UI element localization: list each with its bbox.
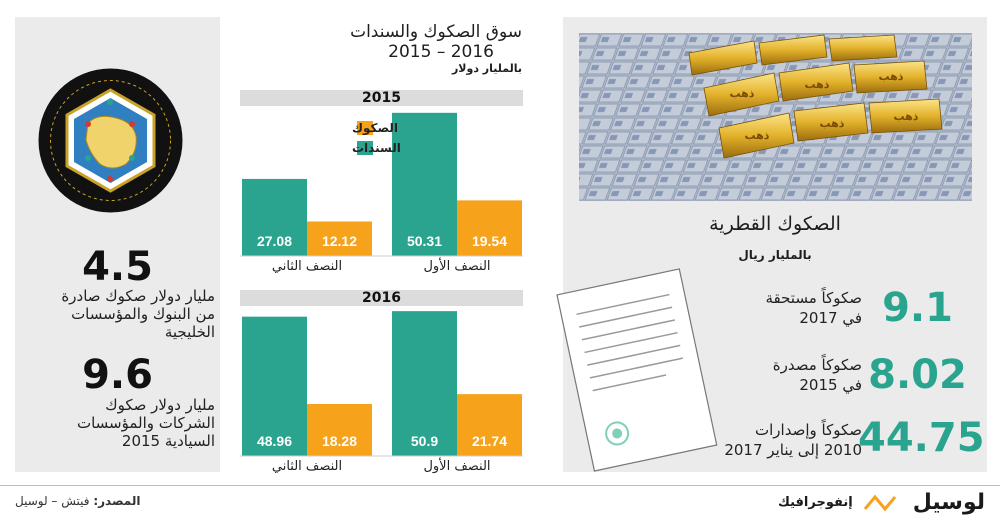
qatar-stat1-label1: صكوكاً مستحقة bbox=[765, 289, 862, 307]
data-label-bonds: 48.96 bbox=[257, 433, 292, 449]
gold-bars-photo: ذهب ذهب ذهب ذهب ذهب ذهب bbox=[579, 33, 972, 201]
brand-logo: لوسيل bbox=[912, 490, 985, 515]
bar-sukuk bbox=[457, 200, 522, 256]
year-label-2015: 2015 bbox=[240, 90, 523, 106]
gold-bar-label: ذهب bbox=[730, 87, 755, 100]
bar-sukuk bbox=[307, 221, 372, 256]
data-label-sukuk: 21.74 bbox=[472, 433, 507, 449]
data-label-bonds: 50.9 bbox=[411, 433, 438, 449]
data-label-sukuk: 18.28 bbox=[322, 433, 357, 449]
qatar-sukuk-title: الصكوك القطرية bbox=[709, 213, 841, 235]
document-icon bbox=[556, 268, 718, 472]
bar-bonds bbox=[242, 178, 307, 256]
brand-chevron-icon bbox=[863, 494, 896, 511]
data-label-sukuk: 19.54 bbox=[472, 233, 507, 249]
chart-title: سوق الصكوك والسندات 2016 – 2015 bbox=[240, 22, 522, 62]
source-text: فيتش – لوسيل bbox=[15, 494, 94, 508]
brand: لوسيل إنفوجرافيك bbox=[778, 490, 985, 515]
qatar-stat3-label2: 2010 إلى يناير 2017 bbox=[724, 441, 862, 459]
qatar-stat3-value: 44.75 bbox=[858, 415, 985, 461]
qatar-stat1-label2: في 2017 bbox=[799, 309, 862, 327]
footer-divider bbox=[0, 485, 1000, 486]
bar-sukuk bbox=[307, 403, 372, 456]
legend-label: الصكوك bbox=[352, 121, 398, 136]
data-label-bonds: 50.31 bbox=[407, 233, 442, 249]
gold-bar-label: ذهب bbox=[805, 78, 830, 91]
gold-bar-label: ذهب bbox=[820, 117, 845, 130]
stat2-desc-line1: مليار دولار صكوك bbox=[105, 396, 215, 414]
stat1-desc-line2: من البنوك والمؤسسات bbox=[71, 305, 215, 323]
qatar-stat3-label1: صكوكاً وإصدارات bbox=[755, 421, 862, 439]
qatar-stat2-value: 8.02 bbox=[868, 352, 967, 398]
bar-bonds bbox=[392, 112, 457, 256]
source-note: المصدر: فيتش – لوسيل bbox=[15, 494, 140, 508]
legend-swatch bbox=[357, 141, 373, 155]
gold-bar-label: ذهب bbox=[879, 70, 904, 83]
bar-bonds bbox=[242, 316, 307, 456]
bar-sukuk bbox=[457, 394, 522, 456]
category-label: النصف الثاني bbox=[272, 459, 342, 474]
data-label-sukuk: 12.12 bbox=[322, 233, 357, 249]
chart-title-line2: 2016 – 2015 bbox=[388, 42, 494, 62]
gold-bar-label: ذهب bbox=[894, 110, 919, 123]
source-label: المصدر: bbox=[93, 494, 141, 508]
gold-bar-label: ذهب bbox=[745, 129, 770, 142]
stat2-desc-line2: الشركات والمؤسسات bbox=[76, 414, 215, 432]
stat1-desc-line1: مليار دولار صكوك صادرة bbox=[61, 287, 215, 305]
year-label-2016: 2016 bbox=[240, 290, 523, 306]
qatar-stat2-label2: في 2015 bbox=[799, 376, 862, 394]
category-label: النصف الثاني bbox=[272, 259, 342, 274]
chart-unit: بالمليار دولار bbox=[451, 62, 522, 75]
qatar-stat2-label1: صكوكاً مصدرة bbox=[772, 356, 862, 374]
stat1-value: 4.5 bbox=[82, 244, 153, 290]
legend-label: السندات bbox=[352, 141, 401, 155]
bar-bonds bbox=[392, 311, 457, 456]
data-label-bonds: 27.08 bbox=[257, 233, 292, 249]
stat2-value: 9.6 bbox=[82, 352, 153, 398]
legend-swatch bbox=[357, 121, 373, 135]
stat1-desc-line3: الخليجية bbox=[164, 323, 215, 341]
category-label: النصف الأول bbox=[423, 257, 490, 274]
gcc-emblem-icon bbox=[38, 68, 183, 213]
qatar-sukuk-unit: بالمليار ريال bbox=[738, 248, 812, 262]
qatar-stat1-value: 9.1 bbox=[882, 285, 953, 331]
chart-title-line1: سوق الصكوك والسندات bbox=[350, 22, 522, 42]
stat2-desc-line3: السيادية 2015 bbox=[121, 432, 215, 450]
brand-tag: إنفوجرافيك bbox=[778, 495, 853, 510]
category-label: النصف الأول bbox=[423, 457, 490, 474]
